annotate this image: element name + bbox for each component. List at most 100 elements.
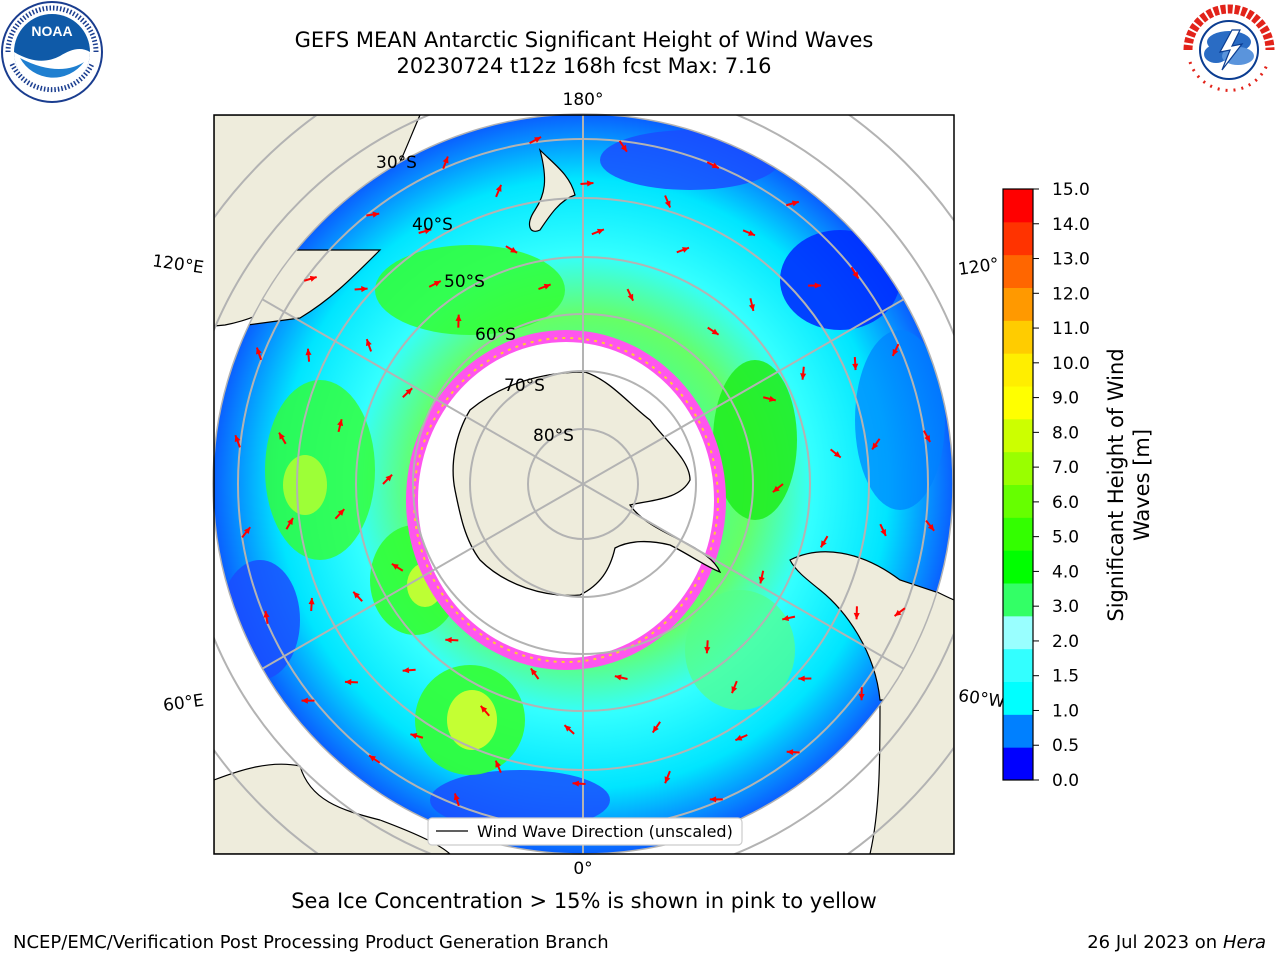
footer-credit: NCEP/EMC/Verification Post Processing Pr… [13,932,609,953]
wind-wave-arrow-head [543,283,551,290]
colorbar-segment [1003,747,1033,781]
wind-wave-arrow-head [564,725,572,732]
wind-wave-arrow-head [337,419,344,427]
wind-wave-arrow-head [791,200,799,207]
colorbar-tick-label: 5.0 [1052,528,1079,548]
wind-wave-arrow-head [852,271,859,279]
wind-wave-arrow-head [385,474,393,482]
wind-wave-arrow-head [748,230,756,236]
colorbar-tick-label: 15.0 [1052,180,1090,200]
colorbar-segment [1003,221,1033,256]
wind-wave-arrow-head [256,347,262,355]
wind-wave-arrow-head [301,697,308,704]
wind-wave-arrow-head [234,435,241,443]
wind-wave-arrow-head [798,675,805,682]
wind-wave-arrow-head [455,314,462,322]
wind-wave-arrows [234,136,935,837]
wind-wave-arrow-head [872,442,879,450]
wind-wave-arrow-head [758,576,765,584]
colorbar-frame [1002,188,1034,781]
wind-wave-arrow-head [243,527,251,535]
colorbar-tick-label: 14.0 [1052,215,1090,235]
colorbar-tick-label: 3.0 [1052,597,1079,617]
wind-wave-arrow-head [735,734,743,741]
wind-wave-arrow-head [833,451,841,458]
wind-wave-arrow-head [495,760,502,768]
colorbar-tick-label: 8.0 [1052,423,1079,443]
wind-wave-arrow-head [858,693,865,701]
wind-wave-arrow-head [365,339,372,347]
wind-wave-arrow-head [892,348,899,356]
colorbar-ticks: 0.0 0.5 1.0 1.5 2.0 3.0 4.0 5.0 6.0 7.0 8.0 9.0 10.0… [1033,180,1090,791]
colorbar-tick-label: 2.0 [1052,632,1079,652]
wind-wave-arrow-head [652,725,659,733]
colorbar-tick-label: 7.0 [1052,458,1079,478]
lon-label-top: 180° [563,90,604,110]
wind-wave-arrow-head [586,180,594,187]
wind-wave-arrow-head [433,281,441,287]
wind-wave-arrow-head [711,328,719,335]
wind-wave-arrow-head [894,609,902,617]
wind-wave-arrow-head [927,523,935,531]
colorbar-segment [1003,583,1033,617]
lat-label-80: 80°S [533,426,574,446]
wind-wave-arrow-head [453,793,460,801]
wind-wave-arrow-head [279,432,285,440]
wind-wave-arrow-head [627,293,634,301]
colorbar-segment [1003,714,1033,748]
wind-wave-arrow-head [704,646,711,654]
colorbar-label-line1: Significant Height of Wind [1104,348,1128,621]
wind-wave-arrow-head [853,612,860,620]
wind-wave-arrow-head [309,275,317,282]
wind-wave-arrow-head [445,637,452,644]
colorbar-tick-label: 6.0 [1052,493,1079,513]
colorbar-tick-label: 12.0 [1052,284,1090,304]
wind-wave-arrow-head [495,184,502,192]
wind-wave-arrow-head [786,749,794,756]
lon-label-lower-right: 60°W [957,686,1006,712]
colorbar [1003,189,1033,781]
wind-wave-arrow-head [924,435,931,443]
wind-wave-arrow-head [768,395,776,402]
colorbar-segment [1003,550,1033,584]
colorbar-segment [1003,353,1033,387]
lon-label-upper-left: 120°E [151,251,205,278]
wind-wave-arrow-head [880,528,886,536]
wind-wave-arrow-head [424,228,432,235]
lat-label-40: 40°S [412,215,453,235]
land-antarctica [452,371,722,597]
colorbar-label-line2: Waves [m] [1130,429,1154,541]
colorbar-tick-label: 11.0 [1052,319,1090,339]
colorbar-tick-label: 1.0 [1052,701,1079,721]
colorbar-segment [1003,320,1033,354]
footer-date: 26 Jul 2023 on Hera [1087,932,1266,953]
lat-label-30: 30°S [376,153,417,173]
wind-wave-arrow-head [369,755,376,762]
wind-wave-arrow-head [391,563,399,570]
wind-wave-arrow-head [572,780,579,787]
wind-wave-arrow-head [852,363,859,371]
wind-wave-arrow-head [620,144,627,152]
wind-wave-arrow-head [596,228,604,235]
wind-wave-arrow-head [405,388,413,395]
page-title: GEFS MEAN Antarctic Significant Height o… [294,28,874,52]
colorbar-segment [1003,254,1033,288]
wind-wave-arrow-head [748,304,755,311]
colorbar-segment [1003,648,1033,682]
lon-label-lower-left: 60°E [162,691,205,716]
colorbar-tick-label: 13.0 [1052,250,1090,270]
wind-wave-arrow-head [534,137,542,143]
sea-ice-note: Sea Ice Concentration > 15% is shown in … [291,889,877,913]
wind-wave-arrow-head [372,211,380,218]
wind-wave-arrow-head [772,485,780,493]
legend-label: Wind Wave Direction (unscaled) [477,822,733,841]
wind-wave-arrow-head [709,796,717,803]
wind-wave-arrow-head [410,732,418,739]
wind-wave-arrow-head [287,517,293,525]
wind-wave-arrow-head [800,373,807,380]
legend: Wind Wave Direction (unscaled) [427,817,743,846]
wind-wave-arrow-head [782,615,790,622]
colorbar-tick-label: 4.0 [1052,562,1079,582]
lat-label-60: 60°S [475,325,516,345]
map-frame [213,114,955,855]
